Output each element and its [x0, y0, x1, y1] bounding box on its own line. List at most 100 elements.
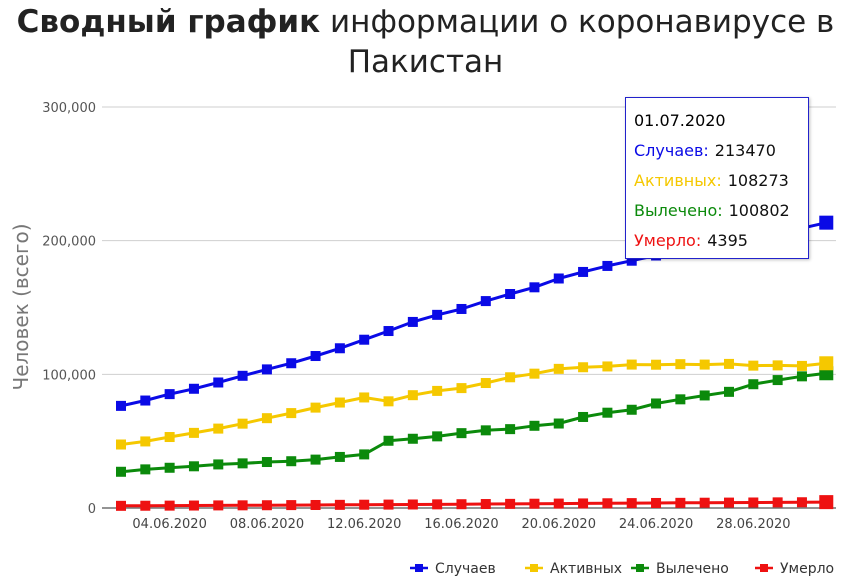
data-point	[237, 458, 248, 469]
data-point	[480, 499, 491, 510]
data-point	[505, 372, 516, 383]
data-point	[529, 282, 540, 293]
data-point	[261, 457, 272, 468]
data-point	[456, 428, 467, 439]
data-point	[626, 404, 637, 415]
x-tick-label: 04.06.2020	[132, 517, 206, 532]
data-point	[359, 392, 370, 403]
data-point	[261, 413, 272, 424]
series-line	[120, 371, 827, 474]
data-point	[675, 394, 686, 405]
x-tick-label: 20.06.2020	[522, 517, 596, 532]
data-point	[675, 359, 686, 370]
legend-marker	[415, 564, 423, 572]
data-point	[213, 377, 224, 388]
data-point	[456, 303, 467, 314]
legend-label: Вылечено	[656, 561, 729, 577]
data-point	[286, 358, 297, 369]
x-tick-label: 16.06.2020	[424, 517, 498, 532]
data-point	[310, 499, 321, 510]
data-point	[164, 462, 175, 473]
data-point	[310, 454, 321, 465]
data-point	[261, 500, 272, 511]
data-point	[432, 385, 443, 396]
tooltip-value-deaths: 4395	[707, 231, 748, 250]
data-point	[310, 402, 321, 413]
data-point	[505, 498, 516, 509]
data-point	[651, 497, 662, 508]
data-point	[164, 389, 175, 400]
data-point	[505, 288, 516, 299]
data-point	[819, 495, 834, 510]
data-point	[188, 427, 199, 438]
data-point	[456, 383, 467, 394]
data-point	[188, 461, 199, 472]
data-point	[651, 359, 662, 370]
data-point	[529, 498, 540, 509]
chart-title: Сводный график информации о коронавирусе…	[0, 2, 851, 82]
data-point	[237, 418, 248, 429]
data-point	[529, 368, 540, 379]
data-point	[553, 498, 564, 509]
legend-label: Случаев	[435, 561, 496, 577]
data-point	[407, 499, 418, 510]
x-tick-label: 08.06.2020	[230, 517, 304, 532]
data-point	[553, 363, 564, 374]
data-point	[480, 296, 491, 307]
data-point	[334, 451, 345, 462]
data-point	[116, 400, 126, 411]
data-point	[286, 456, 297, 467]
tooltip-date: 01.07.2020	[634, 111, 726, 130]
data-point	[699, 359, 710, 370]
data-point	[334, 397, 345, 408]
data-point	[432, 499, 443, 510]
data-point	[819, 215, 834, 230]
legend-label: Активных	[550, 561, 622, 577]
data-point	[407, 390, 418, 401]
data-point	[164, 500, 175, 511]
data-point	[602, 407, 613, 418]
data-point	[578, 362, 589, 373]
tooltip-row-recovered: Вылечено: 100802	[634, 201, 790, 220]
data-point	[626, 359, 637, 370]
data-point	[578, 411, 589, 422]
data-point	[578, 266, 589, 277]
data-point	[602, 260, 613, 271]
x-tick-label: 24.06.2020	[619, 517, 693, 532]
data-point	[359, 499, 370, 510]
legend-label: Умерло	[780, 561, 834, 577]
data-point	[432, 431, 443, 442]
data-point	[432, 309, 443, 320]
y-tick-label: 300,000	[42, 101, 96, 116]
series-line	[120, 500, 827, 508]
data-point	[213, 500, 224, 511]
data-point	[699, 497, 710, 508]
tooltip-row-active: Активных: 108273	[634, 171, 789, 190]
data-point	[480, 378, 491, 389]
x-tick-label: 28.06.2020	[716, 517, 790, 532]
data-point	[188, 500, 199, 511]
data-point	[651, 398, 662, 409]
data-point	[796, 360, 807, 371]
data-point	[286, 500, 297, 511]
data-point	[626, 255, 637, 266]
data-point	[748, 360, 759, 371]
chart-title-bold: Сводный график	[16, 4, 321, 40]
data-point	[140, 395, 151, 406]
chart-tooltip: 01.07.2020 Случаев: 213470 Активных: 10827…	[625, 97, 809, 259]
series-2	[116, 366, 834, 477]
data-point	[310, 351, 321, 362]
data-point	[334, 343, 345, 354]
data-point	[772, 360, 783, 371]
data-point	[724, 497, 734, 508]
data-point	[383, 396, 394, 407]
data-point	[456, 499, 467, 510]
data-point	[383, 326, 394, 337]
series-1	[116, 356, 834, 450]
data-point	[772, 497, 783, 508]
data-point	[164, 432, 175, 443]
data-point	[237, 370, 248, 381]
data-point	[116, 466, 126, 477]
data-point	[602, 361, 613, 372]
data-point	[383, 435, 394, 446]
